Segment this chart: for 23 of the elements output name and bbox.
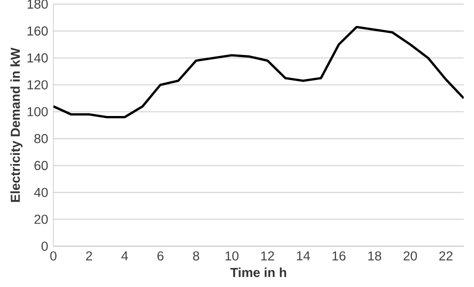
x-tick-label: 8 — [193, 251, 200, 260]
x-tick-label: 10 — [226, 251, 238, 260]
x-tick-label: 0 — [50, 251, 56, 260]
y-tick-label: 80 — [34, 134, 48, 144]
x-tick-label: 14 — [296, 251, 310, 260]
y-tick-label: 60 — [34, 160, 48, 170]
y-axis-title: Electricity Demand in kW — [10, 48, 22, 202]
x-tick-label: 12 — [261, 251, 274, 260]
x-tick-label: 2 — [86, 251, 92, 260]
y-tick-label: 120 — [28, 80, 48, 90]
x-tick-label: 16 — [332, 251, 346, 260]
y-tick-label: 100 — [28, 106, 48, 116]
y-tick-label: 160 — [28, 26, 48, 36]
y-tick-label: 20 — [34, 214, 48, 224]
x-axis-title: Time in h — [230, 267, 286, 277]
x-tick-label: 22 — [439, 251, 452, 260]
y-tick-label: 0 — [42, 242, 48, 251]
x-tick-label: 4 — [121, 251, 128, 260]
x-tick-label: 6 — [157, 251, 164, 260]
x-tick-label: 20 — [404, 251, 417, 260]
y-tick-label: 40 — [34, 188, 48, 197]
y-tick-label: 140 — [28, 53, 48, 62]
x-tick-label: 18 — [368, 251, 382, 260]
